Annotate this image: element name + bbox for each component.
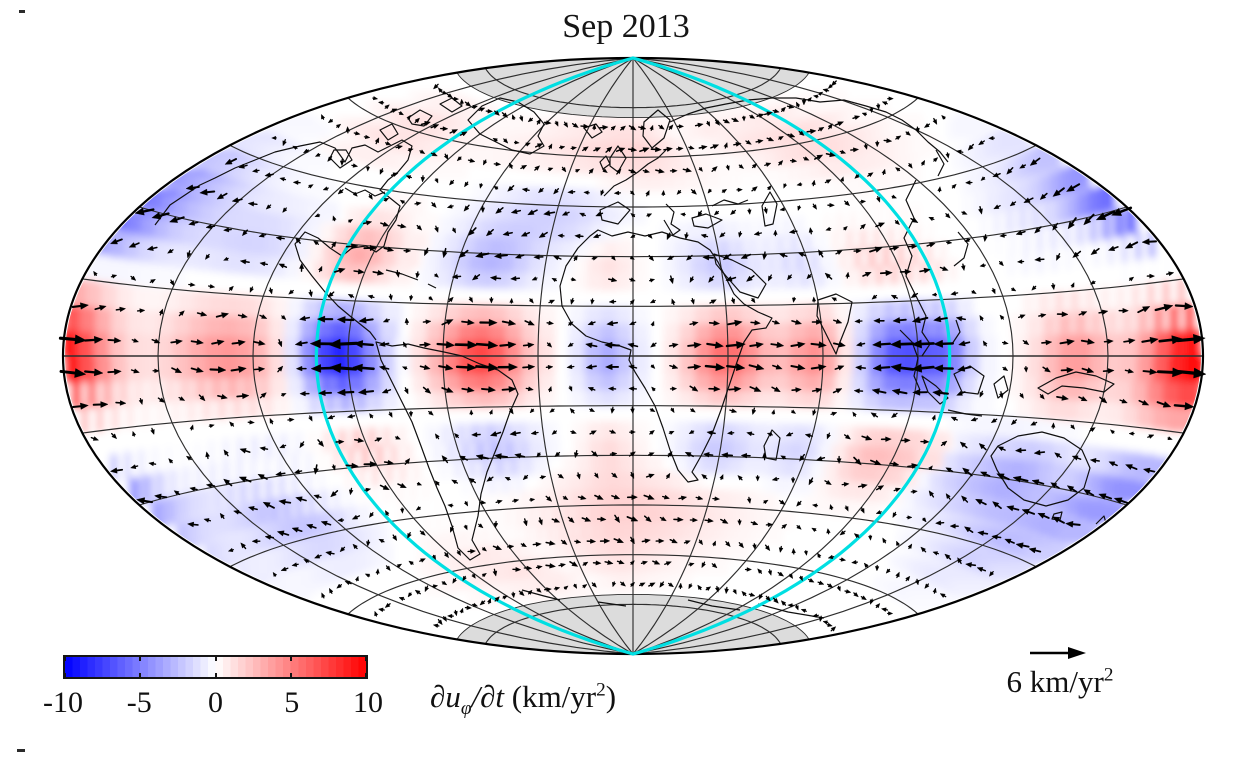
vector-arrows <box>58 80 1207 632</box>
cyan-meridian-line <box>314 56 952 656</box>
colorbar-tick: -5 <box>126 686 152 719</box>
colorbar-label-dt: /∂t <box>471 679 504 714</box>
colorbar-notch <box>139 673 142 677</box>
figure-title: Sep 2013 <box>562 8 690 45</box>
colorbar-notch <box>214 673 217 677</box>
colorbar-notch <box>289 673 292 677</box>
colorbar-notch <box>139 657 142 661</box>
colorbar-tick: 5 <box>284 686 300 719</box>
colorbar-tick: 10 <box>353 686 383 719</box>
reference-arrow-label: 6 km/yr2 <box>1006 664 1114 699</box>
colorbar-tick-labels: -10 -5 0 5 10 <box>43 686 383 724</box>
reference-arrow-group: 6 km/yr2 <box>975 636 1145 716</box>
colorbar-notch <box>64 657 66 661</box>
colorbar-label-phi: φ <box>460 698 472 720</box>
colorbar-label-close: ) <box>605 679 617 714</box>
colorbar-label-sup: 2 <box>596 679 606 701</box>
stray-mark <box>19 10 25 13</box>
colorbar-label-du: ∂u <box>430 679 461 714</box>
colorbar-tick: -10 <box>43 686 83 719</box>
colorbar-notch <box>365 673 367 677</box>
colorbar-notch <box>214 657 217 661</box>
colorbar-notch <box>64 673 66 677</box>
graticule <box>63 57 1203 655</box>
colorbar-notch <box>365 657 367 661</box>
colorbar-label-units: (km/yr <box>504 679 597 714</box>
stray-mark <box>17 749 25 752</box>
colorbar-label: ∂uφ/∂t (km/yr2) <box>430 679 616 720</box>
reference-arrow-icon <box>1030 647 1086 659</box>
coastlines <box>154 97 1115 619</box>
colorbar-tick: 0 <box>208 686 223 719</box>
colorbar <box>63 655 368 679</box>
colorbar-notch <box>289 657 292 661</box>
